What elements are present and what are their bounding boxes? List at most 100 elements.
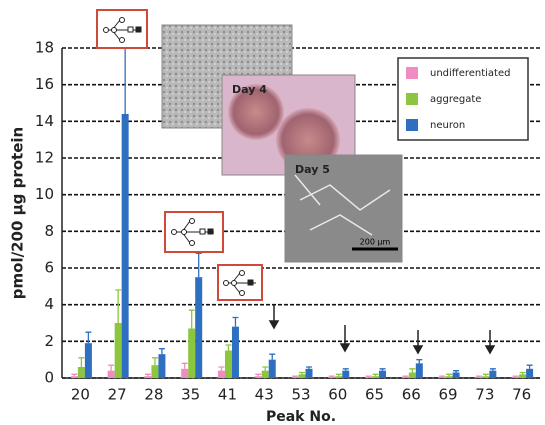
y-tick-label: 10 [35, 185, 54, 203]
bar [489, 371, 496, 378]
x-tick-label: 69 [439, 386, 458, 404]
x-tick-label: 65 [365, 386, 384, 404]
y-tick-label: 4 [44, 295, 54, 313]
y-tick-label: 2 [44, 332, 54, 350]
legend-swatch [406, 93, 418, 105]
x-tick-label: 60 [328, 386, 347, 404]
glycan-arrows [270, 305, 494, 353]
bar [335, 376, 342, 378]
photo-label: Day 4 [232, 83, 267, 96]
x-tick-label: 43 [255, 386, 274, 404]
bar [439, 377, 446, 378]
error-bar [513, 376, 519, 377]
error-bar [299, 373, 305, 375]
bar [115, 323, 122, 378]
bar [151, 365, 158, 378]
error-bar [145, 374, 151, 376]
bar [402, 377, 409, 378]
error-bar [329, 376, 335, 377]
bar [512, 377, 519, 378]
x-tick-label: 73 [475, 386, 494, 404]
bar [108, 371, 115, 378]
bar [328, 377, 335, 378]
error-bar [476, 376, 482, 377]
error-bar [336, 374, 342, 376]
bar [158, 354, 165, 378]
bar [342, 371, 349, 378]
bar [453, 373, 460, 379]
error-bar [262, 367, 268, 371]
x-axis-label: Peak No. [266, 409, 336, 425]
error-bar [527, 365, 533, 369]
bar [144, 376, 151, 378]
legend-label: aggregate [430, 94, 481, 105]
x-tick-label: 66 [402, 386, 421, 404]
bar [195, 277, 202, 378]
bar [306, 369, 313, 378]
error-bar [255, 374, 261, 376]
legend-swatch [406, 119, 418, 131]
error-bar [196, 253, 202, 277]
bar [526, 369, 533, 378]
bar [262, 371, 269, 378]
bar [232, 327, 239, 378]
bar [519, 374, 526, 378]
error-bar [159, 349, 165, 355]
error-bar [232, 318, 238, 327]
bar [365, 377, 372, 378]
bar [78, 367, 85, 378]
bar [85, 343, 92, 378]
error-bar [373, 374, 379, 376]
error-bar [218, 367, 224, 371]
bar [379, 371, 386, 378]
bar [122, 114, 129, 378]
bar [446, 376, 453, 378]
x-tick-label: 27 [108, 386, 127, 404]
y-axis-label: pmol/200 μg protein [9, 127, 27, 299]
error-bar [71, 374, 77, 376]
y-tick-label: 0 [44, 369, 54, 387]
error-bar [182, 363, 188, 369]
error-bar [366, 376, 372, 377]
error-bar [306, 367, 312, 369]
bar [71, 376, 78, 378]
error-bar [446, 374, 452, 376]
error-bar [416, 360, 422, 364]
bar [482, 376, 489, 378]
bar [409, 373, 416, 379]
y-tick-label: 18 [35, 39, 54, 57]
y-tick-label: 8 [44, 222, 54, 240]
bar [299, 374, 306, 378]
bar [416, 363, 423, 378]
scale-label: 200 μm [360, 238, 391, 247]
error-bar [483, 374, 489, 376]
error-bar [490, 369, 496, 371]
error-bar [115, 290, 121, 323]
x-tick-label: 53 [291, 386, 310, 404]
bar [218, 371, 225, 378]
y-tick-label: 12 [35, 149, 54, 167]
x-tick-label: 28 [144, 386, 163, 404]
x-tick-label: 35 [181, 386, 200, 404]
bar [188, 329, 195, 379]
legend-label: neuron [430, 120, 465, 131]
error-bar [380, 369, 386, 371]
bar [292, 377, 299, 378]
error-bar [122, 48, 128, 114]
x-tick-label: 20 [71, 386, 90, 404]
chart: 0246810121416182027283541435360656669737… [0, 0, 545, 425]
error-bar [225, 345, 231, 351]
x-tick-label: 76 [512, 386, 531, 404]
error-bar [78, 358, 84, 367]
error-bar [402, 376, 408, 377]
bar [255, 376, 262, 378]
x-tick-label: 41 [218, 386, 237, 404]
error-bar [343, 369, 349, 371]
bar [475, 377, 482, 378]
error-bar [189, 310, 195, 328]
bar [269, 360, 276, 378]
bar [372, 376, 379, 378]
error-bar [292, 376, 298, 377]
error-bar [453, 371, 459, 373]
